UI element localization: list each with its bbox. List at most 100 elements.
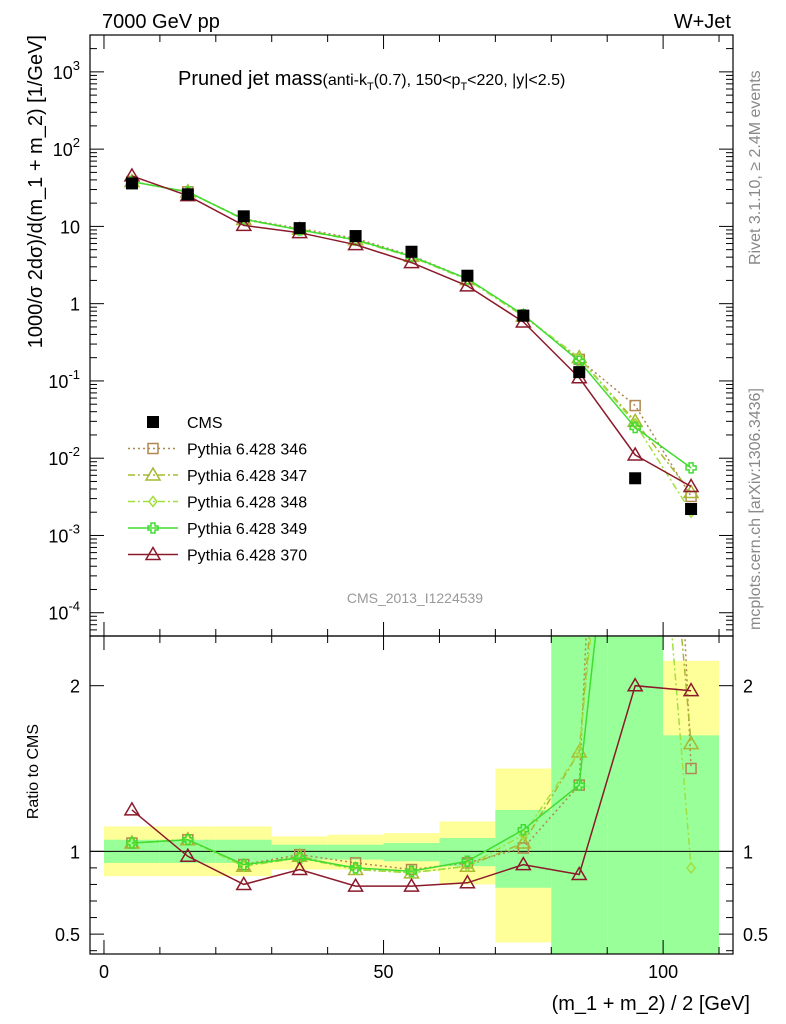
legend-marker (148, 495, 158, 508)
ratio-point-p370 (291, 861, 308, 876)
legend-item-p348: Pythia 6.428 348 (128, 495, 307, 512)
point-cms (685, 503, 698, 516)
y-tick-label: 103 (53, 58, 80, 83)
ratio-y-tick-label-right: 2 (743, 677, 753, 697)
ratio-point-p349 (238, 858, 250, 871)
point-p349 (573, 355, 585, 367)
ratio-ticks: 0.5 0.5 1 1 2 2 0 50 100 (55, 636, 768, 982)
ratio-line-p348 (131, 636, 692, 874)
y-tick-label: 10 (60, 217, 80, 237)
point-p346 (629, 399, 641, 412)
series-line-p348 (131, 180, 692, 513)
legend-label: CMS (187, 415, 223, 432)
y-tick-label: 1 (70, 295, 80, 315)
y-tick-label: 10-4 (48, 599, 80, 624)
point-cms (125, 177, 138, 190)
point-cms (237, 210, 250, 223)
ratio-point-p348 (686, 861, 697, 875)
band-inner (327, 844, 384, 860)
point-cms (461, 269, 474, 282)
legend-marker (147, 416, 159, 428)
header-left: 7000 GeV pp (102, 11, 220, 33)
band-inner (551, 636, 608, 954)
legend-marker (144, 546, 162, 561)
rivet-label: Rivet 3.1.10, ≥ 2.4M events (747, 70, 764, 265)
point-cms (629, 472, 642, 485)
legend-label: Pythia 6.428 370 (187, 548, 307, 565)
ratio-series-p370 (123, 677, 700, 892)
ratio-point-p349 (461, 855, 474, 867)
series-p348 (126, 175, 697, 519)
point-cms (293, 222, 306, 235)
series-cms (125, 177, 698, 516)
y-tick-label: 10-2 (48, 444, 80, 469)
header-right: W+Jet (674, 11, 732, 33)
ratio-bands (103, 636, 720, 954)
band-inner (495, 809, 552, 888)
legend-item-cms: CMS (147, 415, 223, 432)
legend-item-p370: Pythia 6.428 370 (128, 546, 307, 565)
ratio-y-axis-label: Ratio to CMS (25, 724, 42, 819)
legend-marker (147, 522, 159, 534)
main-series-group (123, 167, 700, 519)
legend: CMS Pythia 6.428 346 Pythia 6.428 347 Pythi… (128, 415, 307, 565)
ratio-point-p349 (293, 852, 306, 864)
point-p370 (682, 478, 700, 493)
legend-item-p346: Pythia 6.428 346 (128, 442, 307, 459)
ratio-series-group (123, 636, 700, 892)
x-tick-label: 50 (374, 962, 394, 982)
point-p349 (685, 462, 697, 474)
ratio-y-tick-label: 2 (70, 677, 80, 697)
point-cms (181, 188, 194, 201)
point-p370 (403, 254, 420, 269)
ratio-point-p370 (459, 874, 476, 889)
legend-item-p349: Pythia 6.428 349 (128, 521, 307, 538)
legend-marker (147, 442, 159, 455)
ratio-point-p349 (126, 837, 138, 849)
ratio-y-tick-label: 1 (70, 842, 80, 862)
watermark: CMS_2013_I1224539 (347, 590, 483, 606)
ratio-point-p349 (349, 862, 362, 874)
ratio-point-p370 (347, 877, 364, 892)
y-tick-label: 102 (53, 135, 80, 160)
legend-label: Pythia 6.428 349 (187, 521, 307, 538)
ratio-point-p349 (573, 779, 585, 791)
y-tick-label: 10-3 (48, 521, 80, 546)
series-line-p370 (131, 175, 692, 488)
ratio-point-p349 (405, 865, 418, 877)
point-p370 (235, 216, 253, 232)
band-inner (607, 636, 664, 954)
ratio-point-p370 (179, 847, 197, 863)
ratio-point-p370 (123, 801, 141, 816)
ratio-point-p370 (682, 682, 700, 697)
mcplots-label: mcplots.cern.ch [arXiv:1306.3436] (747, 388, 764, 630)
x-axis-label: (m_1 + m_2) / 2 [GeV] (552, 993, 750, 1015)
ratio-panel-frame (89, 635, 734, 955)
point-cms (349, 230, 362, 243)
main-panel-frame (89, 34, 734, 637)
ratio-point-p349 (517, 824, 530, 836)
ratio-point-p370 (626, 677, 644, 692)
legend-item-p347: Pythia 6.428 347 (128, 466, 307, 485)
legend-label: Pythia 6.428 346 (187, 442, 307, 459)
ratio-point-p347 (682, 735, 700, 750)
ratio-point-p349 (182, 833, 194, 846)
band-inner (383, 843, 440, 862)
point-p370 (459, 277, 476, 292)
y-tick-label: 10-1 (48, 367, 80, 392)
ratio-point-p348 (574, 745, 585, 759)
legend-label: Pythia 6.428 347 (187, 468, 307, 485)
band-inner (663, 735, 720, 954)
point-cms (573, 366, 586, 379)
ratio-y-tick-label: 0.5 (55, 925, 80, 945)
point-p349 (629, 421, 641, 434)
x-tick-label: 100 (648, 962, 678, 982)
ratio-y-tick-label-right: 0.5 (743, 925, 768, 945)
point-p370 (626, 446, 644, 461)
legend-marker (144, 466, 162, 481)
ratio-point-p370 (515, 856, 532, 871)
ratio-point-p347 (515, 834, 532, 849)
ratio-point-p370 (570, 866, 588, 881)
ratio-series-p349 (126, 636, 597, 877)
